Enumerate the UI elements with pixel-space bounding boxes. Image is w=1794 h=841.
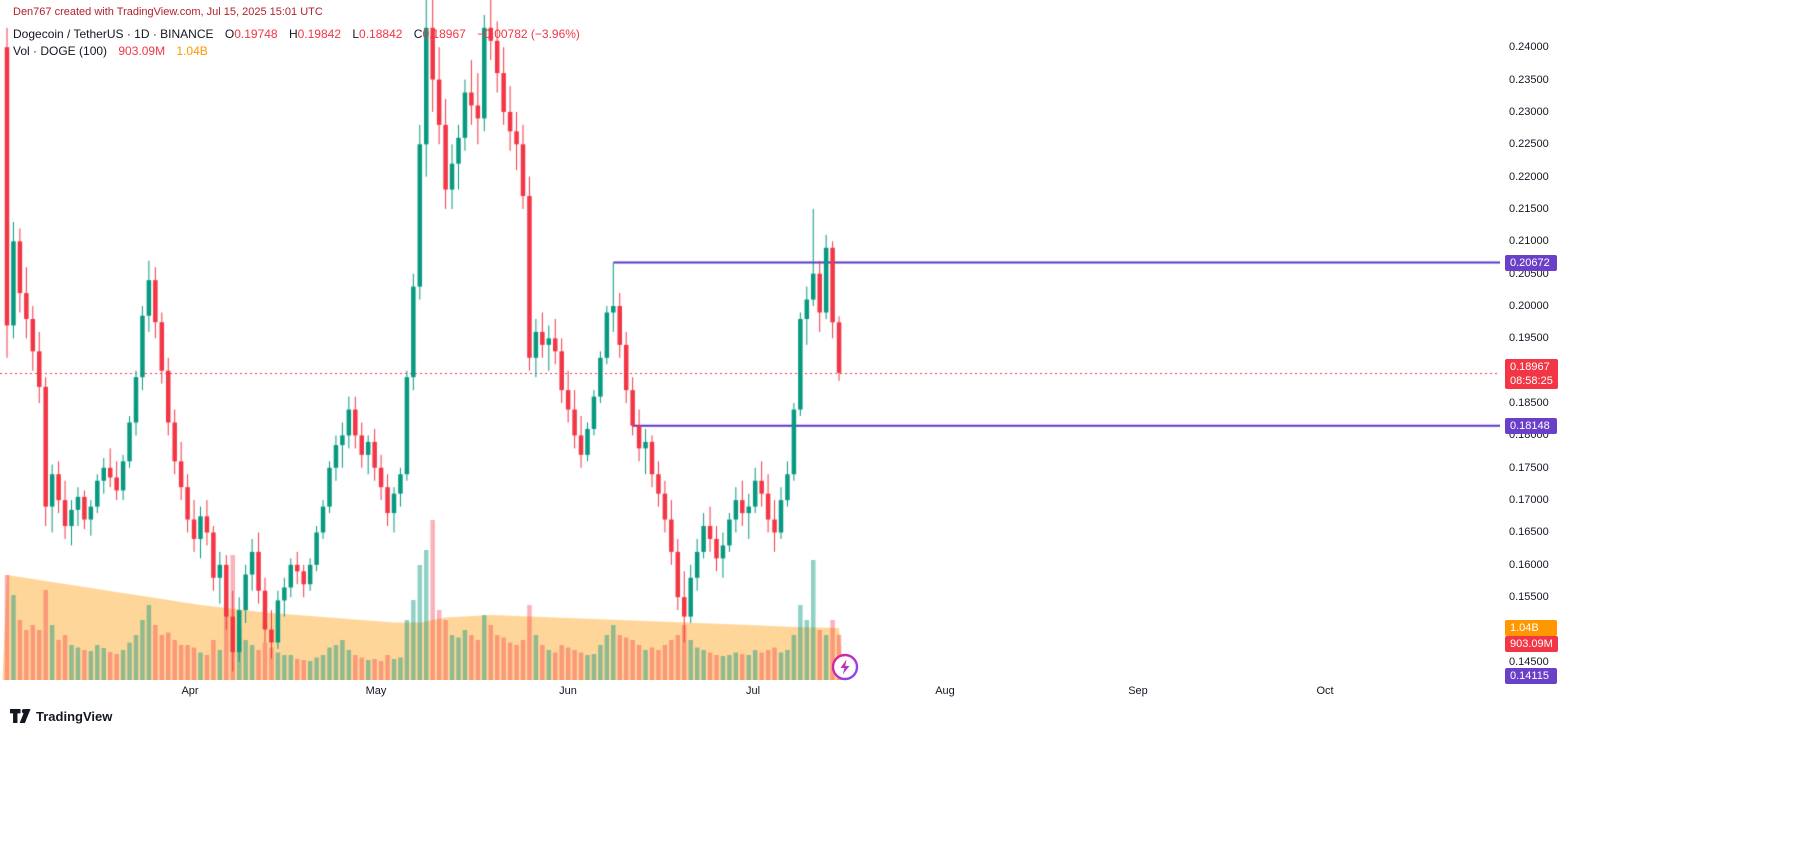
time-axis[interactable]: Apr May Jun Jul Aug Sep Oct — [0, 680, 1500, 704]
price-tick-label: 0.20000 — [1509, 300, 1549, 313]
low-value: 0.18842 — [359, 27, 403, 41]
time-tick-label: Aug — [935, 685, 955, 697]
level-label-2[interactable]: 0.14115 — [1505, 668, 1557, 684]
symbol-legend-row: Dogecoin / TetherUS · 1D · BINANCE O0.19… — [13, 27, 580, 41]
legend: Den767 created with TradingView.com, Jul… — [13, 6, 580, 58]
volume-indicator-label[interactable]: Vol · DOGE (100) — [13, 44, 108, 58]
volume-ma-label: 1.04B — [1505, 620, 1557, 636]
tradingview-mark-icon — [10, 709, 31, 723]
spark-badge[interactable] — [831, 653, 859, 681]
time-tick-label: Jul — [745, 685, 761, 697]
tradingview-logo[interactable]: TradingView — [10, 708, 112, 724]
time-tick-label: Sep — [1128, 685, 1148, 697]
low-label: L — [352, 27, 360, 41]
price-tick-label: 0.16000 — [1509, 558, 1549, 571]
price-tick-label: 0.22500 — [1509, 138, 1549, 151]
price-tick-label: 0.21000 — [1509, 235, 1549, 248]
time-tick-label: Oct — [1316, 685, 1334, 697]
tradingview-logo-text: TradingView — [36, 708, 113, 724]
close-label: C — [413, 27, 423, 41]
volume-legend-row: Vol · DOGE (100) 903.09M 1.04B — [13, 44, 580, 58]
price-tick-label: 0.23500 — [1509, 73, 1549, 86]
price-tick-label: 0.15500 — [1509, 591, 1549, 604]
bar-close-countdown: 08:58:25 — [1510, 374, 1553, 387]
high-label: H — [288, 27, 298, 41]
price-tick-label: 0.18500 — [1509, 397, 1549, 410]
price-axis[interactable]: 0.145000.150000.155000.160000.165000.170… — [1500, 0, 1794, 684]
price-tick-label: 0.19500 — [1509, 332, 1549, 345]
level-label-1[interactable]: 0.18148 — [1505, 417, 1557, 434]
symbol-title[interactable]: Dogecoin / TetherUS · 1D · BINANCE — [13, 27, 214, 41]
price-tick-label: 0.24000 — [1509, 41, 1549, 54]
attribution-text: Den767 created with TradingView.com, Jul… — [13, 6, 323, 18]
price-tick-label: 0.16500 — [1509, 526, 1549, 539]
chart-canvas[interactable] — [0, 0, 1500, 680]
level-label-0[interactable]: 0.20672 — [1505, 254, 1557, 271]
volume-ma-value: 1.04B — [176, 44, 208, 58]
price-tick-label: 0.20500 — [1509, 267, 1549, 280]
price-tick-label: 0.17000 — [1509, 494, 1549, 507]
close-value: 0.18967 — [422, 27, 466, 41]
time-tick-label: Jun — [559, 685, 577, 697]
lightning-icon — [831, 653, 859, 681]
price-tick-label: 0.17500 — [1509, 461, 1549, 474]
price-tick-label: 0.23000 — [1509, 105, 1549, 118]
current-price-value: 0.18967 — [1510, 360, 1550, 373]
price-tick-label: 0.22000 — [1509, 170, 1549, 183]
high-value: 0.19842 — [297, 27, 342, 41]
price-tick-label: 0.21500 — [1509, 202, 1549, 215]
price-tick-label: 0.14500 — [1509, 655, 1549, 668]
time-tick-label: May — [365, 685, 387, 697]
volume-value: 903.09M — [118, 44, 166, 58]
current-price-label: 0.18967 08:58:25 — [1505, 358, 1558, 389]
open-label: O — [224, 27, 235, 41]
volume-value-label: 903.09M — [1505, 636, 1558, 652]
time-tick-label: Apr — [181, 685, 199, 697]
open-value: 0.19748 — [234, 27, 278, 41]
change-value: −0.00782 (−3.96%) — [477, 27, 580, 41]
